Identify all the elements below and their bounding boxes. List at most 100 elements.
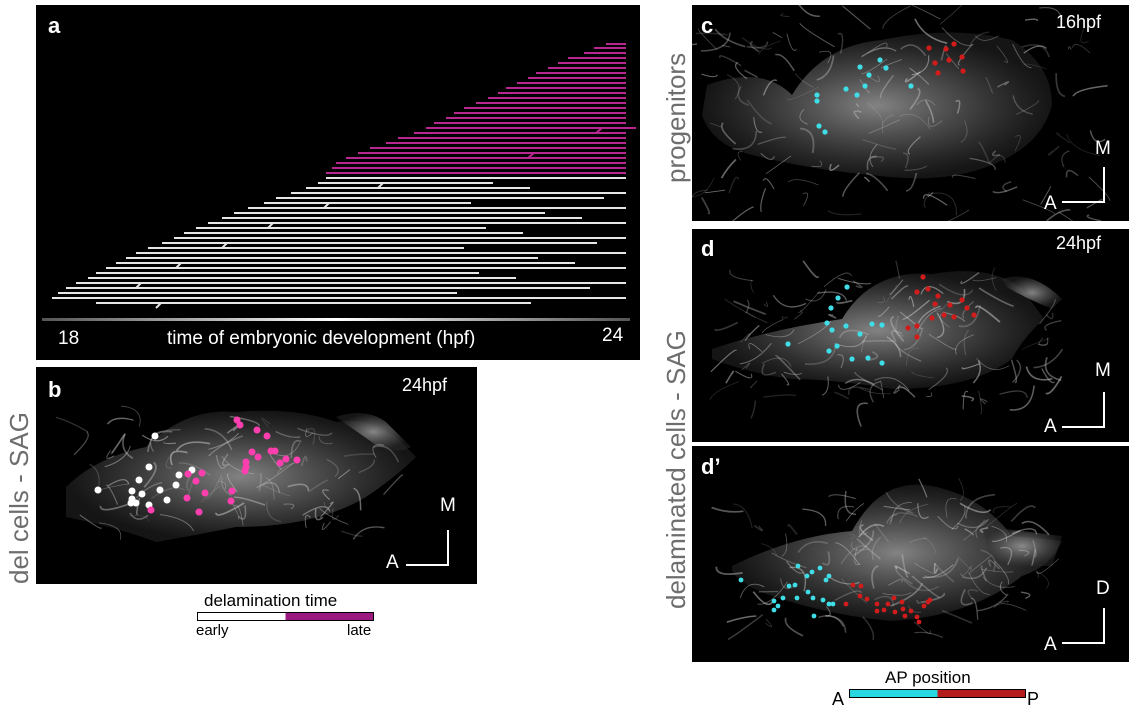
tissue-fiber <box>962 567 988 580</box>
anterior-cell <box>823 577 829 583</box>
tissue-fiber <box>828 313 837 319</box>
tissue-fiber <box>746 41 769 49</box>
tissue-fiber <box>862 138 897 150</box>
tissue-fiber <box>765 329 795 338</box>
tissue-fiber <box>923 194 948 206</box>
tissue-fiber <box>1037 337 1049 346</box>
anterior-cell <box>814 98 820 104</box>
panel-label-c: c <box>701 13 714 38</box>
tissue-fiber <box>842 5 871 30</box>
posterior-cell <box>843 601 849 607</box>
tissue-fiber <box>326 458 339 477</box>
anterior-cell <box>792 582 798 588</box>
tissue-image-d-prime <box>711 477 1105 644</box>
tissue-fiber <box>893 384 901 394</box>
tissue-fiber <box>229 415 261 427</box>
tissue-fiber <box>277 462 295 475</box>
anterior-cell <box>771 607 777 613</box>
tissue-fiber <box>985 502 1018 528</box>
tissue-fiber <box>711 506 744 513</box>
tissue-fiber <box>861 336 868 353</box>
tissue-fiber <box>1022 199 1055 214</box>
tissue-fiber <box>714 28 746 48</box>
tissue-fiber <box>1020 591 1031 599</box>
tissue-fiber <box>957 520 988 528</box>
late-cell <box>192 477 200 485</box>
tissue-fiber <box>233 504 244 526</box>
tissue-fiber <box>837 382 861 390</box>
tissue-fiber <box>1014 134 1021 152</box>
orientation-m-c: M <box>1095 138 1111 159</box>
tissue-fiber <box>991 525 1008 543</box>
tissue-fiber <box>714 321 739 332</box>
early-lineage-branch <box>323 202 471 209</box>
tissue-fiber <box>963 330 969 356</box>
tissue-fiber <box>825 614 847 633</box>
posterior-cell <box>921 603 927 609</box>
tissue-fiber <box>991 267 997 292</box>
tissue-fiber <box>741 37 772 50</box>
tissue-fiber <box>1080 26 1089 44</box>
tissue-fiber <box>79 514 102 529</box>
tissue-fiber <box>719 55 742 67</box>
tissue-fiber <box>894 342 922 362</box>
posterior-cell <box>951 314 957 320</box>
tissue-fiber <box>734 61 748 80</box>
tissue-fiber <box>762 178 775 190</box>
tissue-fiber <box>760 188 767 213</box>
tissue-fiber <box>352 526 385 540</box>
tissue-fiber <box>735 370 753 379</box>
tissue-fiber <box>869 380 881 403</box>
tissue-fiber <box>868 119 900 134</box>
tissue-fiber <box>978 390 982 415</box>
orientation-a-c: A <box>1044 193 1057 214</box>
lineage-tracks-plot <box>42 43 636 321</box>
posterior-cell <box>971 312 977 318</box>
tissue-fiber <box>728 176 740 194</box>
tissue-fiber <box>837 277 871 285</box>
early-cell <box>175 471 183 479</box>
anterior-cell <box>816 123 822 129</box>
tissue-fiber <box>733 503 753 529</box>
tissue-fiber <box>989 155 1006 164</box>
tissue-fiber <box>975 35 999 41</box>
anterior-cell <box>809 569 815 575</box>
tissue-fiber <box>307 479 329 493</box>
tissue-fiber <box>725 370 735 384</box>
anterior-cell <box>794 595 800 601</box>
tissue-fiber <box>903 327 924 351</box>
tissue-fiber <box>1058 211 1073 221</box>
tissue-fiber <box>902 299 930 320</box>
tissue-fiber <box>1086 214 1102 221</box>
late-cell <box>195 508 203 516</box>
posterior-cell <box>874 601 880 607</box>
tissue-fiber <box>927 192 934 198</box>
tissue-fiber <box>787 86 819 100</box>
tissue-fiber <box>1035 571 1039 578</box>
tissue-fiber <box>978 287 1014 307</box>
tissue-fiber <box>746 99 773 125</box>
tissue-fiber <box>972 360 982 384</box>
tissue-fiber <box>1061 150 1070 168</box>
tissue-fiber <box>861 47 897 58</box>
tissue-fiber <box>721 44 731 48</box>
tissue-fiber <box>798 5 820 17</box>
tissue-fiber <box>162 441 177 445</box>
tissue-fiber <box>136 481 163 499</box>
tissue-fiber <box>760 152 775 160</box>
tissue-fiber <box>215 454 227 469</box>
delamination-legend-title: delamination time <box>204 591 338 610</box>
tissue-fiber <box>1033 348 1064 369</box>
tissue-fiber <box>869 75 881 83</box>
tissue-fiber <box>695 32 728 36</box>
tissue-fiber <box>845 503 865 522</box>
tissue-fiber <box>261 417 271 428</box>
tissue-fiber <box>304 515 311 528</box>
tissue-fiber <box>903 579 940 592</box>
tissue-fiber <box>290 439 302 458</box>
tissue-fiber <box>797 541 829 554</box>
tissue-fiber <box>834 590 862 601</box>
posterior-cell <box>951 41 957 47</box>
tissue-fiber <box>331 507 340 520</box>
anterior-cell <box>817 565 823 571</box>
